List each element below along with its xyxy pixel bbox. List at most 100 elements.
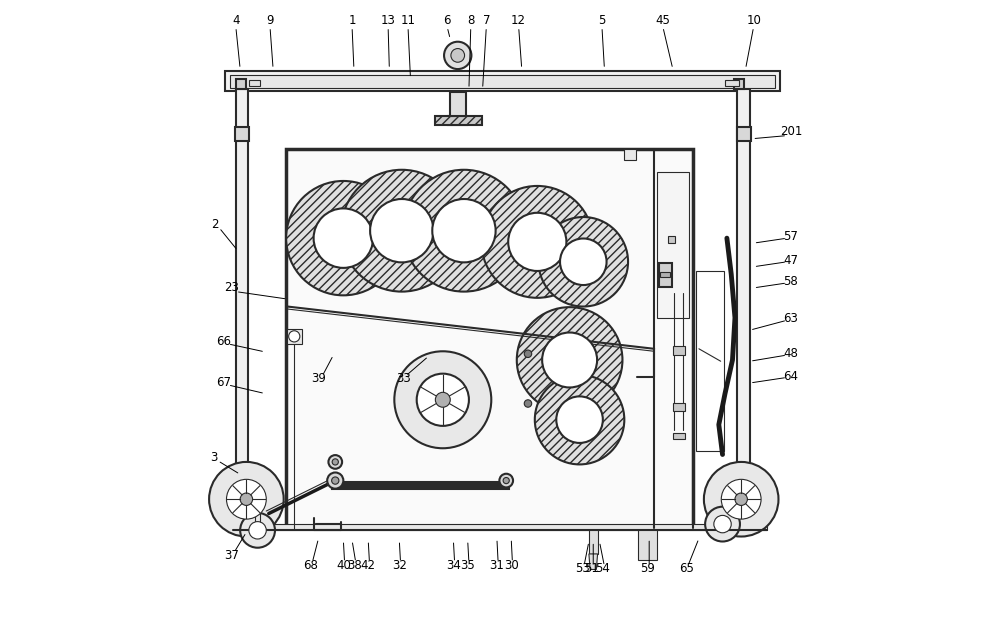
Circle shape [481, 186, 593, 298]
Circle shape [432, 199, 496, 262]
Text: 30: 30 [504, 559, 519, 572]
Circle shape [508, 213, 566, 271]
Circle shape [209, 462, 284, 536]
Bar [668, 235, 675, 243]
Circle shape [705, 506, 740, 541]
Bar [450, 92, 466, 116]
Text: 2: 2 [212, 218, 219, 231]
Circle shape [499, 473, 513, 487]
Bar [659, 263, 672, 287]
Bar [230, 75, 775, 88]
Bar [660, 272, 670, 277]
Text: 31: 31 [489, 559, 504, 572]
Bar [673, 404, 685, 411]
Circle shape [417, 374, 469, 426]
Text: 23: 23 [224, 282, 239, 295]
Bar [236, 79, 246, 89]
Text: 64: 64 [783, 369, 798, 383]
Bar [332, 482, 509, 489]
Circle shape [435, 392, 450, 407]
Circle shape [444, 42, 471, 69]
Text: 37: 37 [224, 549, 239, 562]
Circle shape [240, 493, 253, 505]
Text: 51: 51 [585, 563, 599, 576]
Text: 11: 11 [401, 14, 416, 27]
Bar [287, 329, 302, 344]
Circle shape [503, 477, 509, 483]
Bar [235, 127, 249, 141]
Bar [673, 346, 685, 355]
Circle shape [226, 479, 266, 519]
Bar [638, 530, 657, 560]
Text: 12: 12 [511, 14, 526, 27]
Circle shape [286, 181, 401, 295]
Text: 33: 33 [396, 372, 411, 385]
Bar [233, 524, 767, 530]
Bar [657, 172, 689, 318]
Circle shape [370, 199, 433, 262]
Circle shape [328, 455, 342, 468]
Text: 39: 39 [311, 372, 326, 385]
Circle shape [332, 459, 338, 465]
Circle shape [327, 472, 343, 488]
Circle shape [524, 400, 532, 407]
Text: 67: 67 [216, 376, 231, 389]
Bar [624, 149, 636, 160]
Circle shape [714, 515, 731, 533]
Bar [435, 116, 482, 125]
Text: 58: 58 [784, 275, 798, 288]
Circle shape [560, 239, 607, 285]
Text: 8: 8 [467, 14, 474, 27]
Text: 68: 68 [303, 559, 318, 572]
Text: 40: 40 [336, 559, 351, 572]
Text: 48: 48 [783, 347, 798, 360]
Text: 65: 65 [679, 563, 694, 576]
Text: 6: 6 [443, 14, 451, 27]
Text: 42: 42 [361, 559, 376, 572]
Text: 1: 1 [348, 14, 356, 27]
Bar [249, 80, 260, 87]
Text: 63: 63 [783, 313, 798, 325]
Bar [696, 271, 724, 451]
Circle shape [451, 49, 465, 62]
Bar [286, 149, 693, 528]
Circle shape [249, 521, 266, 539]
Text: 4: 4 [232, 14, 240, 27]
Circle shape [539, 217, 628, 307]
Text: 38: 38 [347, 559, 362, 572]
Bar [589, 530, 598, 554]
Circle shape [394, 351, 491, 449]
Text: 53: 53 [575, 563, 589, 576]
Text: 66: 66 [216, 335, 231, 348]
Text: 35: 35 [460, 559, 475, 572]
Polygon shape [589, 554, 598, 569]
Circle shape [341, 170, 463, 292]
Circle shape [240, 513, 275, 548]
Circle shape [542, 333, 597, 388]
Text: 59: 59 [641, 563, 655, 576]
Text: 32: 32 [392, 559, 407, 572]
Bar [225, 71, 780, 91]
Bar [734, 79, 744, 89]
Circle shape [556, 396, 603, 443]
Circle shape [535, 375, 624, 464]
Text: 9: 9 [266, 14, 274, 27]
Bar [737, 127, 751, 141]
Circle shape [524, 350, 532, 358]
Circle shape [403, 170, 525, 292]
Circle shape [314, 209, 373, 268]
Text: 3: 3 [210, 451, 218, 464]
Text: 13: 13 [381, 14, 396, 27]
Text: 201: 201 [780, 125, 802, 138]
Circle shape [332, 477, 339, 484]
Text: 34: 34 [446, 559, 461, 572]
Circle shape [721, 479, 761, 519]
Circle shape [735, 493, 747, 505]
Bar [737, 89, 750, 530]
Text: 10: 10 [746, 14, 761, 27]
Bar [673, 433, 685, 439]
Circle shape [289, 331, 300, 342]
Bar [236, 89, 248, 530]
Text: 57: 57 [783, 231, 798, 244]
Text: 7: 7 [483, 14, 490, 27]
